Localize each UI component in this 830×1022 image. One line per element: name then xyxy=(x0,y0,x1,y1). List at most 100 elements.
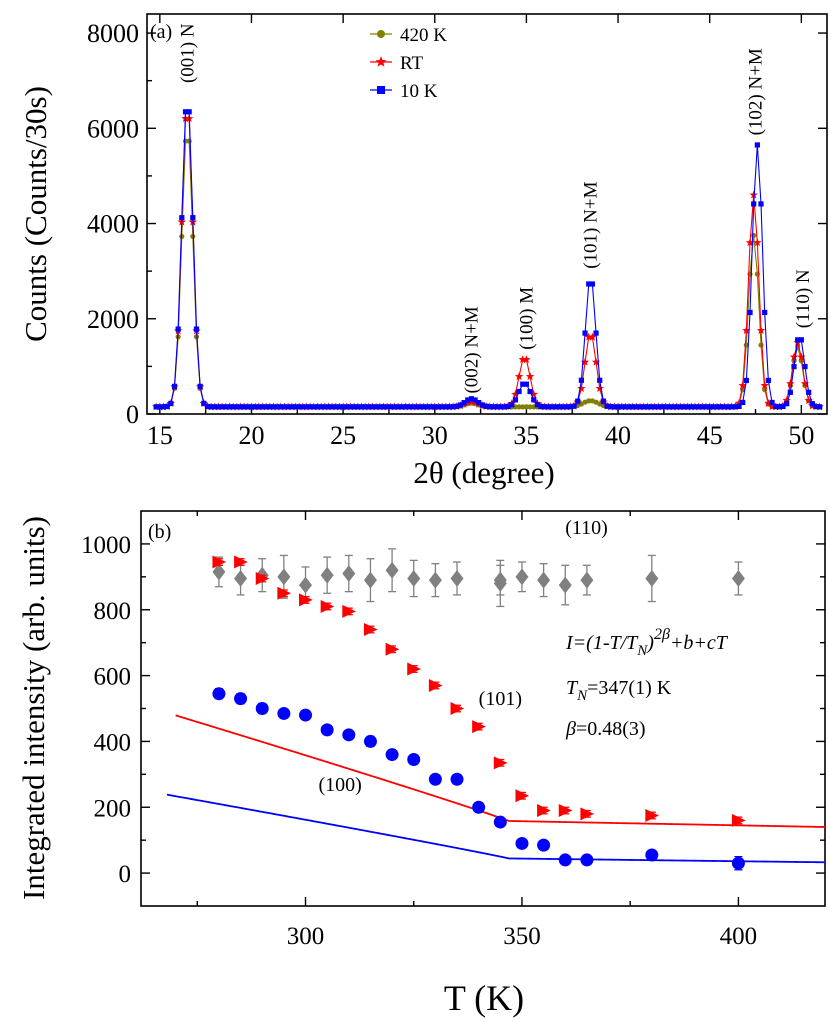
data-point xyxy=(747,309,753,316)
data-point xyxy=(731,856,745,870)
data-point xyxy=(580,357,590,366)
data-point xyxy=(736,403,742,410)
legend-label: RT xyxy=(400,53,424,74)
data-point xyxy=(633,404,639,410)
data-point xyxy=(753,238,762,247)
data-point xyxy=(520,381,526,387)
series-2 xyxy=(153,109,823,410)
data-point xyxy=(289,404,295,410)
data-point xyxy=(542,404,548,410)
data-point xyxy=(267,404,273,410)
data-point xyxy=(248,404,255,410)
data-point xyxy=(468,396,475,402)
beta-symbol: β xyxy=(565,718,576,740)
data-point xyxy=(791,364,797,370)
data-point xyxy=(498,404,504,410)
data-point xyxy=(366,404,372,410)
data-point xyxy=(545,404,552,410)
data-point xyxy=(515,836,529,850)
data-point xyxy=(593,330,599,336)
data-point xyxy=(518,355,527,364)
data-point xyxy=(179,215,185,221)
x-tick-label: 25 xyxy=(330,421,356,450)
data-point xyxy=(560,404,566,410)
equation-tail: +b+cT xyxy=(670,632,729,654)
peak-label: (101) N+M xyxy=(581,181,602,268)
data-point xyxy=(230,404,236,410)
data-point xyxy=(798,337,804,343)
data-point xyxy=(786,379,795,388)
data-point xyxy=(588,332,597,341)
data-point xyxy=(663,404,669,410)
data-point xyxy=(333,404,339,410)
equation-formula: I=(1-T/T xyxy=(565,632,639,654)
data-point xyxy=(384,404,390,410)
data-point xyxy=(784,401,790,407)
data-point xyxy=(443,404,449,410)
x-tick-label: 50 xyxy=(788,421,814,450)
data-point xyxy=(537,571,551,589)
y-tick-label: 8000 xyxy=(87,19,139,48)
data-point xyxy=(537,804,551,818)
data-point xyxy=(611,404,617,410)
data-point xyxy=(764,398,773,407)
panel-a-ylabel: Counts (Counts/30s) xyxy=(18,86,53,342)
data-point xyxy=(571,403,577,409)
data-point xyxy=(278,404,284,410)
data-point xyxy=(797,352,806,361)
data-point xyxy=(322,404,328,410)
data-point xyxy=(619,404,625,410)
panel-b-ticks: 300 350 400 0 200 400 600 800 1000 xyxy=(81,511,825,950)
data-point xyxy=(201,400,207,406)
data-point xyxy=(336,404,343,410)
data-point xyxy=(582,330,588,336)
data-point xyxy=(407,662,421,676)
data-point xyxy=(385,642,400,656)
data-point xyxy=(520,404,526,410)
data-point xyxy=(175,326,181,332)
data-point xyxy=(514,372,524,381)
data-point xyxy=(645,808,659,822)
data-point xyxy=(751,232,757,239)
x-tick-label: 400 xyxy=(720,923,758,950)
fit-curve-0 xyxy=(175,714,826,828)
data-point xyxy=(740,399,746,406)
data-point xyxy=(157,404,163,410)
data-point xyxy=(428,678,443,692)
data-point xyxy=(252,404,258,410)
data-point xyxy=(153,404,159,410)
data-point xyxy=(578,377,584,383)
data-point xyxy=(515,789,530,803)
data-point xyxy=(380,404,387,410)
data-point xyxy=(363,734,377,748)
data-point xyxy=(718,404,724,410)
data-point xyxy=(388,404,394,410)
data-point xyxy=(734,398,744,407)
panel-b-xlabel: T (K) xyxy=(444,978,524,1018)
data-point xyxy=(186,109,192,115)
data-point xyxy=(204,403,211,410)
data-point xyxy=(428,571,442,589)
series-label: (110) xyxy=(565,517,608,539)
data-point xyxy=(626,404,632,410)
y-tick-label: 0 xyxy=(119,861,132,888)
data-point xyxy=(450,404,456,410)
panel-b-series xyxy=(212,548,746,871)
data-point xyxy=(725,404,731,410)
data-point xyxy=(567,404,573,410)
data-point xyxy=(171,383,178,389)
series-0 xyxy=(212,548,745,608)
data-point xyxy=(435,404,442,410)
x-tick-label: 35 xyxy=(513,421,539,450)
data-point xyxy=(270,404,277,410)
data-point xyxy=(493,815,507,829)
data-point xyxy=(782,395,791,404)
panel-a-series xyxy=(151,109,824,411)
data-point xyxy=(674,404,680,410)
data-point xyxy=(516,388,522,395)
data-point xyxy=(817,404,823,410)
peak-label: (001) N xyxy=(177,23,198,83)
fit-curve-1 xyxy=(166,793,826,864)
data-point xyxy=(806,389,812,395)
data-point xyxy=(461,400,467,406)
